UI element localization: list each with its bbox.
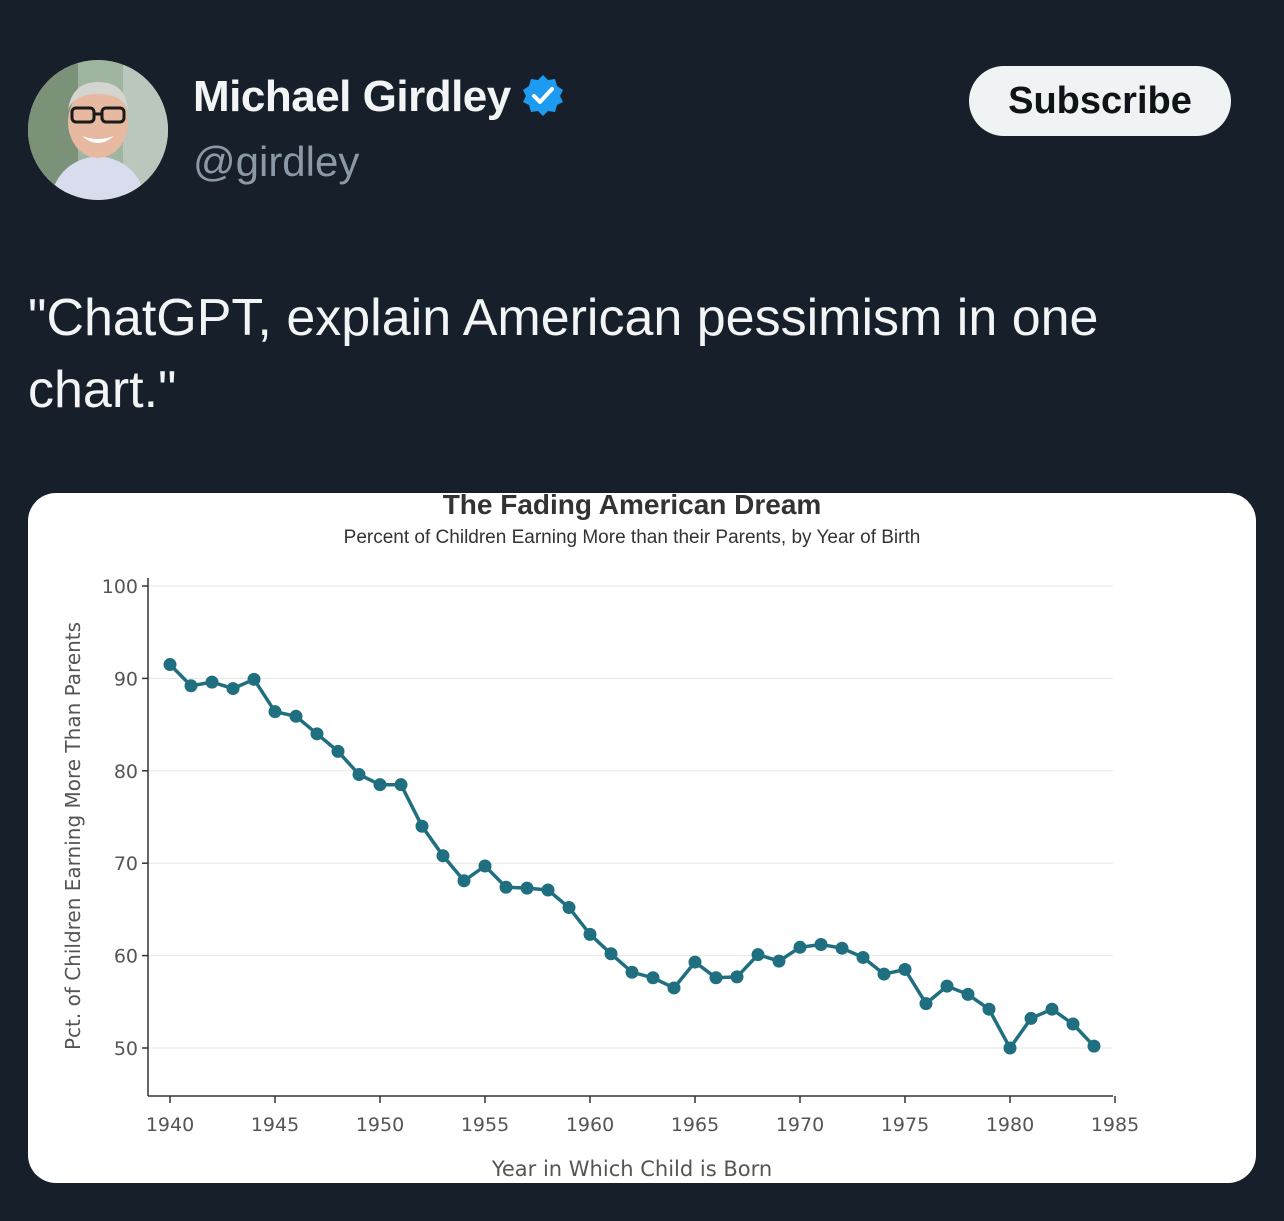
y-tick-label: 60 — [114, 946, 138, 968]
data-point — [583, 927, 597, 941]
chart-title: The Fading American Dream — [443, 493, 822, 520]
data-point — [793, 940, 807, 954]
series-points — [163, 658, 1101, 1055]
data-point — [646, 971, 660, 985]
author-handle[interactable]: @girdley — [193, 138, 360, 185]
x-tick-label: 1965 — [671, 1114, 719, 1136]
data-point — [268, 705, 282, 719]
data-point — [961, 987, 975, 1001]
data-point — [814, 938, 828, 952]
x-tick-label: 1955 — [461, 1114, 509, 1136]
tweet-text: "ChatGPT, explain American pessimism in … — [28, 289, 1099, 419]
author-name[interactable]: Michael Girdley — [193, 72, 511, 121]
data-point — [625, 965, 639, 979]
data-point — [352, 767, 366, 781]
x-tick-label: 1970 — [776, 1114, 824, 1136]
data-point — [1066, 1017, 1080, 1031]
data-point — [562, 901, 576, 915]
data-point — [1087, 1039, 1101, 1053]
data-point — [226, 682, 240, 696]
data-point — [877, 967, 891, 981]
data-point — [394, 778, 408, 792]
data-point — [940, 979, 954, 993]
subscribe-button[interactable]: Subscribe — [969, 66, 1231, 136]
data-point — [1024, 1011, 1038, 1025]
avatar[interactable] — [28, 60, 168, 200]
data-point — [1045, 1002, 1059, 1016]
data-point — [688, 955, 702, 969]
data-point — [898, 962, 912, 976]
data-point — [520, 881, 534, 895]
data-point — [310, 727, 324, 741]
data-point — [373, 778, 387, 792]
y-axis-label: Pct. of Children Earning More Than Paren… — [61, 622, 85, 1050]
data-point — [289, 709, 303, 723]
data-point — [751, 948, 765, 962]
y-tick-label: 50 — [114, 1038, 138, 1060]
chart-subtitle: Percent of Children Earning More than th… — [344, 527, 921, 548]
x-axis-label: Year in Which Child is Born — [491, 1157, 772, 1181]
data-point — [247, 672, 261, 686]
data-point — [772, 954, 786, 968]
chart-grid — [148, 585, 1113, 1049]
y-tick-label: 100 — [102, 576, 138, 598]
x-tick-label: 1985 — [1091, 1114, 1139, 1136]
data-point — [730, 970, 744, 984]
x-tick-label: 1945 — [251, 1114, 299, 1136]
data-point — [835, 941, 849, 955]
tweet-media-chart[interactable]: The Fading American Dream Percent of Chi… — [28, 493, 1256, 1183]
data-point — [541, 883, 555, 897]
data-point — [163, 658, 177, 672]
y-axis-ticks: 50 60 70 80 90 100 — [102, 576, 148, 1060]
data-point — [499, 880, 513, 894]
data-point — [205, 675, 219, 689]
data-point — [1003, 1041, 1017, 1055]
data-point — [331, 744, 345, 758]
x-tick-label: 1960 — [566, 1114, 614, 1136]
data-point — [184, 679, 198, 693]
data-point — [856, 950, 870, 964]
x-tick-label: 1950 — [356, 1114, 404, 1136]
data-point — [436, 849, 450, 863]
verified-badge-icon — [521, 73, 565, 122]
x-axis-ticks: 1940 1945 1950 1955 1960 1965 1970 1975 1980 1985 — [146, 1096, 1139, 1136]
data-point — [457, 874, 471, 888]
data-point — [478, 859, 492, 873]
data-point — [604, 947, 618, 961]
author-row: Michael Girdley — [193, 72, 565, 122]
line-chart: The Fading American Dream Percent of Chi… — [61, 493, 1139, 1181]
x-tick-label: 1975 — [881, 1114, 929, 1136]
y-tick-label: 70 — [114, 853, 138, 875]
y-tick-label: 80 — [114, 761, 138, 783]
data-point — [709, 971, 723, 985]
data-point — [982, 1002, 996, 1016]
chart-axes — [147, 578, 1113, 1097]
x-tick-label: 1980 — [986, 1114, 1034, 1136]
data-point — [919, 997, 933, 1011]
data-point — [415, 819, 429, 833]
data-point — [667, 981, 681, 995]
x-tick-label: 1940 — [146, 1114, 194, 1136]
series-line — [168, 663, 1096, 1050]
y-tick-label: 90 — [114, 668, 138, 690]
